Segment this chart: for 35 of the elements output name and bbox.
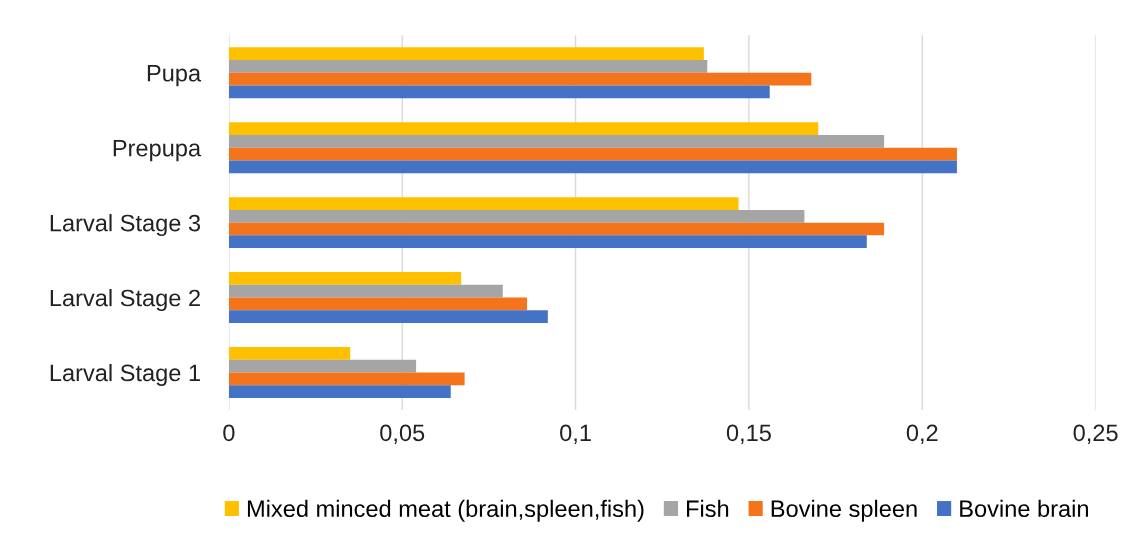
bar	[228, 134, 885, 148]
x-tick-label: 0,25	[1073, 424, 1118, 444]
bar	[228, 372, 465, 386]
y-tick-label: Larval Stage 2	[50, 289, 200, 312]
bar	[228, 60, 708, 73]
bar	[228, 297, 528, 311]
y-tick-label: Prepupa	[113, 140, 202, 162]
x-tick-label: 0,2	[906, 424, 938, 444]
x-tick-label: 0	[223, 424, 235, 442]
bar	[228, 310, 548, 324]
y-tick-label: Larval Stage 1	[50, 363, 200, 386]
legend-label: Bovine brain	[960, 499, 1088, 518]
bar	[228, 197, 739, 210]
x-tick-label: 0,15	[726, 424, 771, 444]
legend-label: Mixed minced meat (brain,spleen,fish)	[247, 499, 644, 522]
bar	[228, 359, 417, 373]
bar	[228, 122, 819, 135]
bar	[228, 272, 462, 285]
bar	[228, 160, 957, 174]
bar	[228, 47, 704, 61]
bar	[228, 147, 957, 161]
x-tick-label: 0,05	[380, 424, 425, 444]
y-tick-label: Pupa	[147, 65, 202, 87]
bar	[228, 72, 812, 86]
bar	[228, 85, 770, 99]
bar	[228, 235, 867, 249]
bar	[228, 222, 885, 236]
bar	[228, 385, 451, 398]
y-tick-label: Larval Stage 3	[50, 214, 201, 237]
bar	[228, 347, 351, 360]
x-tick-label: 0,1	[560, 424, 591, 444]
legend-label: Bovine spleen	[771, 499, 917, 522]
legend-label: Fish	[687, 499, 729, 518]
bar	[228, 284, 503, 298]
bar	[228, 209, 805, 223]
